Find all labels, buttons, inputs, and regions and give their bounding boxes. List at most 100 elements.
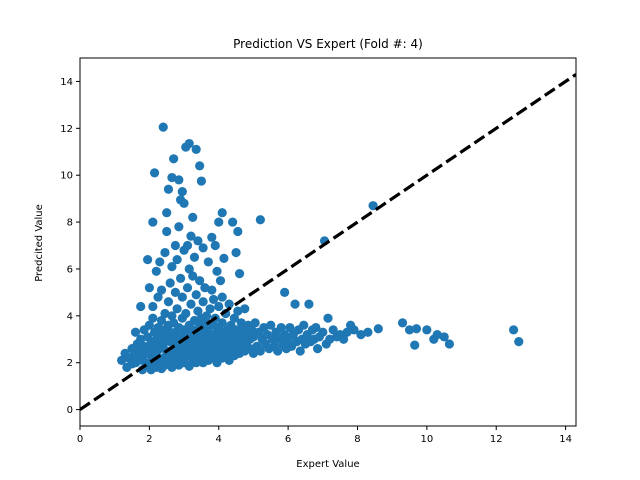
data-point — [198, 297, 208, 307]
data-point — [193, 236, 203, 246]
data-point — [215, 276, 226, 286]
data-point — [267, 334, 278, 344]
data-point — [217, 292, 227, 302]
x-tick-label: 0 — [77, 434, 83, 445]
data-point — [143, 254, 153, 265]
y-tick-label: 10 — [60, 171, 73, 182]
data-point — [156, 285, 167, 295]
data-point — [318, 327, 328, 337]
data-point — [167, 311, 177, 321]
data-point — [184, 264, 194, 274]
data-point — [181, 308, 191, 319]
data-point — [514, 337, 524, 347]
data-point — [339, 334, 349, 344]
data-point — [167, 362, 177, 372]
x-tick-label: 12 — [490, 434, 503, 445]
data-point — [248, 348, 259, 358]
reference-line-layer — [80, 73, 576, 411]
data-point — [195, 276, 205, 286]
data-point — [158, 122, 168, 132]
data-point — [144, 283, 154, 293]
data-point — [233, 226, 243, 237]
data-point — [167, 172, 177, 183]
data-point — [255, 346, 265, 356]
y-tick-label: 4 — [67, 311, 73, 322]
x-tick-label: 2 — [146, 434, 152, 445]
data-point — [312, 344, 323, 354]
data-point — [356, 329, 366, 340]
data-point — [255, 215, 265, 225]
data-point — [349, 325, 359, 335]
y-tick-label: 2 — [67, 358, 73, 369]
data-point — [177, 292, 187, 302]
data-point — [224, 299, 234, 309]
data-point — [172, 304, 182, 314]
data-point — [172, 254, 182, 265]
y-tick-label: 6 — [67, 264, 73, 275]
axes: 0 2 4 6 8 10 12 14 0 2 4 6 8 10 12 14 — [60, 57, 577, 445]
data-point — [148, 313, 158, 323]
data-point — [165, 278, 175, 288]
data-point — [363, 327, 373, 337]
data-point — [175, 273, 186, 283]
data-point — [508, 325, 519, 335]
data-point — [290, 299, 300, 309]
data-point — [217, 318, 227, 328]
data-point — [217, 208, 227, 218]
data-point — [170, 240, 180, 251]
plot-frame — [79, 57, 577, 427]
data-point — [184, 138, 194, 149]
data-point — [151, 266, 161, 276]
data-point — [149, 168, 160, 178]
data-point — [295, 346, 305, 356]
reference-line — [80, 73, 576, 411]
x-tick-label: 10 — [420, 434, 433, 445]
data-point — [191, 144, 201, 155]
data-point — [191, 290, 201, 300]
data-point — [285, 322, 295, 333]
data-point — [397, 318, 408, 328]
x-tick-label: 4 — [216, 434, 222, 445]
x-tick-label: 14 — [559, 434, 572, 445]
data-point — [328, 325, 338, 335]
data-point — [207, 232, 217, 242]
data-point — [404, 325, 415, 335]
data-point — [247, 325, 257, 335]
data-point — [422, 325, 432, 335]
data-point — [174, 175, 184, 185]
data-point — [202, 311, 212, 321]
data-point — [208, 294, 219, 305]
data-point — [155, 257, 165, 267]
x-axis-label: Expert Value — [296, 459, 359, 470]
data-point — [250, 318, 260, 328]
data-point — [323, 313, 333, 323]
data-points — [117, 122, 524, 375]
data-point — [228, 217, 238, 227]
data-point — [214, 301, 224, 312]
data-point — [182, 240, 193, 251]
data-point — [186, 299, 196, 309]
data-point — [205, 304, 215, 314]
x-tick-label: 6 — [285, 434, 291, 445]
data-point — [162, 208, 172, 218]
data-point — [233, 306, 243, 316]
data-point — [196, 176, 206, 186]
data-point — [136, 301, 146, 312]
data-point — [117, 355, 127, 365]
chart-title: Prediction VS Expert (Fold #: 4) — [233, 37, 423, 51]
data-point — [439, 332, 449, 342]
data-point — [410, 340, 420, 350]
data-point — [411, 324, 422, 334]
data-point — [169, 154, 179, 164]
y-tick-label: 14 — [60, 77, 73, 88]
data-point — [368, 201, 378, 211]
data-point — [162, 226, 172, 237]
data-point — [188, 212, 198, 222]
data-point — [276, 322, 286, 333]
data-point — [311, 322, 321, 333]
y-tick-label: 8 — [67, 218, 73, 229]
data-point — [444, 339, 454, 349]
data-point — [156, 315, 167, 326]
data-point — [259, 322, 269, 333]
